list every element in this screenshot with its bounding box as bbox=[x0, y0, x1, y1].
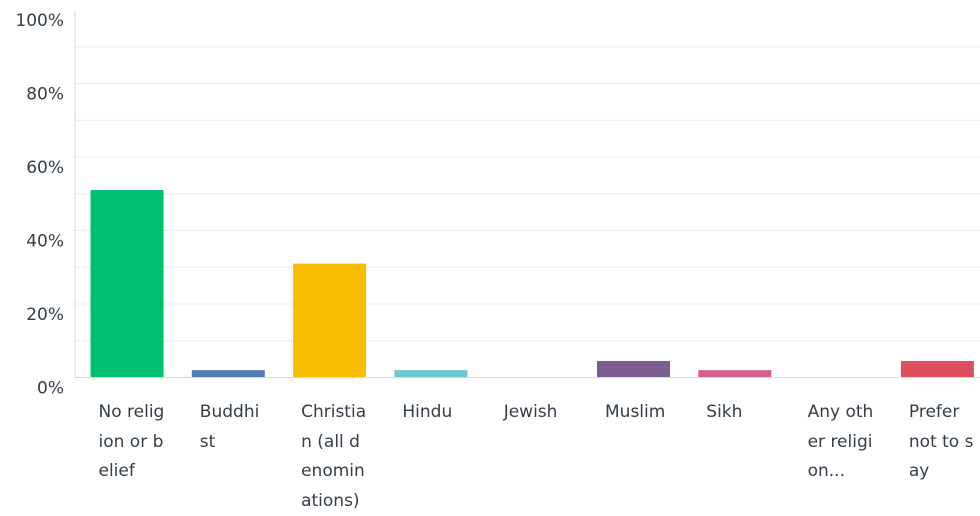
x-tick-label: Muslim bbox=[605, 402, 666, 422]
bar bbox=[394, 370, 468, 378]
x-tick-label: Buddhist bbox=[199, 402, 260, 452]
x-tick-label: Jewish bbox=[503, 402, 558, 422]
bar bbox=[698, 370, 772, 378]
bar bbox=[293, 263, 367, 378]
x-tick-label: Hindu bbox=[402, 402, 453, 422]
y-tick-label: 20% bbox=[26, 305, 64, 325]
x-tick-label: Christian (all denominations) bbox=[301, 402, 367, 511]
x-tick-label: Sikh bbox=[706, 402, 743, 422]
x-tick-label: Any other religion... bbox=[807, 402, 874, 481]
y-tick-label: 60% bbox=[26, 158, 64, 178]
y-tick-label: 100% bbox=[15, 11, 64, 31]
bar bbox=[900, 360, 974, 378]
bar bbox=[90, 190, 164, 378]
bar bbox=[191, 370, 265, 378]
bar bbox=[597, 360, 670, 378]
x-tick-label: No religion or belief bbox=[98, 402, 165, 481]
y-tick-label: 80% bbox=[26, 85, 64, 105]
x-tick-label: Prefer not to say bbox=[908, 402, 974, 481]
y-tick-label: 0% bbox=[37, 379, 64, 399]
y-tick-label: 40% bbox=[26, 232, 64, 252]
